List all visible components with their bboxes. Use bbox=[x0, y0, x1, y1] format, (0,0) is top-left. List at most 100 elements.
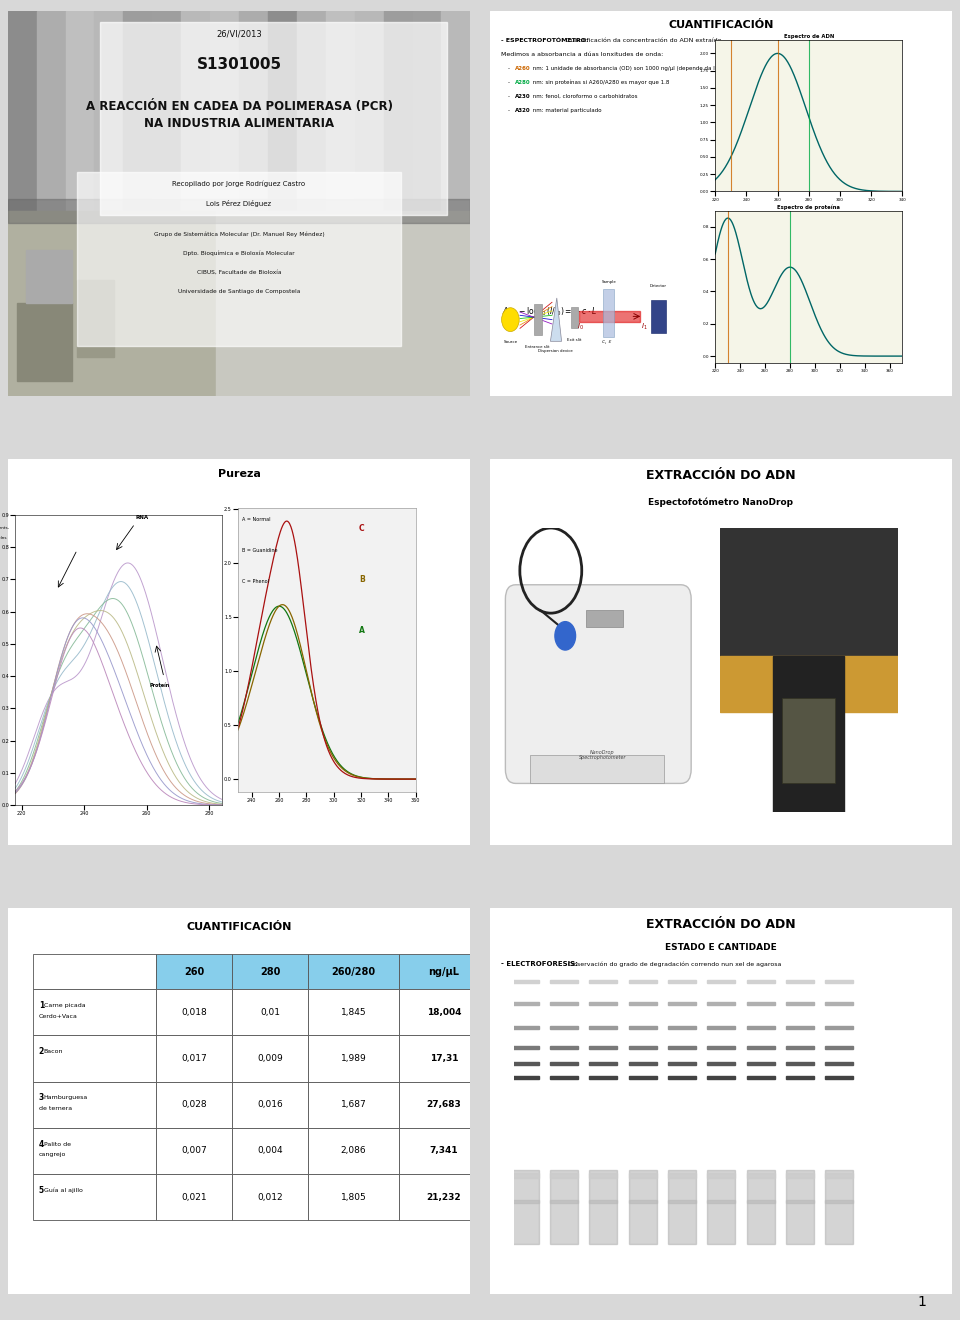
Circle shape bbox=[555, 622, 576, 649]
Text: $A = -\log_{10}(I/I_0) = \varepsilon \cdot c \cdot L$: $A = -\log_{10}(I/I_0) = \varepsilon \cd… bbox=[502, 305, 597, 318]
Bar bbox=[398, 1035, 489, 1081]
Text: Detector: Detector bbox=[650, 284, 667, 288]
Bar bbox=[297, 11, 325, 211]
Bar bbox=[511, 981, 539, 983]
Bar bbox=[153, 11, 181, 211]
Text: Universidade de Santiago de Compostela: Universidade de Santiago de Compostela bbox=[178, 289, 300, 294]
Bar bbox=[550, 1045, 578, 1048]
Text: 1: 1 bbox=[918, 1295, 926, 1309]
Bar bbox=[826, 1063, 853, 1065]
Bar bbox=[100, 22, 447, 215]
Text: Entrance slit: Entrance slit bbox=[525, 345, 550, 348]
Text: 0,021: 0,021 bbox=[181, 1193, 206, 1201]
Text: nm: 1 unidade de absorbancia (OD) son 1000 ng/µl (depende da lonxitude de paso): nm: 1 unidade de absorbancia (OD) son 10… bbox=[531, 66, 765, 71]
Bar bbox=[826, 1045, 853, 1048]
Bar bbox=[708, 1077, 735, 1080]
Bar bbox=[589, 1170, 617, 1243]
Bar bbox=[156, 1035, 232, 1081]
Text: Cerdo+Vaca: Cerdo+Vaca bbox=[38, 1014, 78, 1019]
Bar bbox=[77, 280, 114, 358]
Text: Cuantificación da concentración do ADN extraído.: Cuantificación da concentración do ADN e… bbox=[564, 37, 723, 42]
Bar bbox=[589, 1002, 617, 1005]
Bar bbox=[826, 1002, 853, 1005]
Bar bbox=[708, 1063, 735, 1065]
Bar bbox=[156, 1173, 232, 1221]
Text: Observación do grado de degradación correndo nun xel de agarosa: Observación do grado de degradación corr… bbox=[566, 961, 781, 966]
Bar bbox=[511, 1170, 539, 1243]
Text: CUANTIFICACIÓN: CUANTIFICACIÓN bbox=[186, 921, 292, 932]
Text: nm: material particulado: nm: material particulado bbox=[531, 108, 602, 112]
Bar bbox=[354, 11, 384, 211]
Bar bbox=[156, 954, 232, 989]
Text: 5: 5 bbox=[38, 1185, 44, 1195]
Text: 1,805: 1,805 bbox=[341, 1193, 367, 1201]
Text: 0,018: 0,018 bbox=[181, 1007, 206, 1016]
Bar bbox=[8, 211, 216, 396]
Bar bbox=[589, 1173, 617, 1179]
Bar bbox=[786, 1200, 814, 1203]
Bar bbox=[589, 1063, 617, 1065]
Text: cangrejo: cangrejo bbox=[38, 1152, 66, 1158]
Bar bbox=[826, 1200, 853, 1203]
Bar bbox=[629, 1173, 657, 1179]
Bar bbox=[826, 1026, 853, 1028]
Text: Dpto. Bioquímica e Bioloxía Molecular: Dpto. Bioquímica e Bioloxía Molecular bbox=[183, 251, 295, 256]
Bar bbox=[232, 1035, 308, 1081]
Text: 2: 2 bbox=[38, 1047, 44, 1056]
Bar bbox=[747, 1026, 775, 1028]
Bar bbox=[668, 1077, 696, 1080]
Bar bbox=[308, 1127, 398, 1173]
Bar bbox=[708, 1002, 735, 1005]
Bar bbox=[629, 1026, 657, 1028]
Bar bbox=[747, 1045, 775, 1048]
Bar bbox=[308, 1173, 398, 1221]
Bar bbox=[550, 1026, 578, 1028]
Bar bbox=[589, 1200, 617, 1203]
Text: 0,028: 0,028 bbox=[181, 1101, 206, 1109]
Text: -: - bbox=[508, 94, 512, 99]
Bar bbox=[511, 1045, 539, 1048]
Text: EXTRACCIÓN DO ADN: EXTRACCIÓN DO ADN bbox=[646, 469, 796, 482]
Bar bbox=[629, 1077, 657, 1080]
Bar bbox=[34, 954, 156, 989]
Text: Grupo de Sistemática Molecular (Dr. Manuel Rey Méndez): Grupo de Sistemática Molecular (Dr. Manu… bbox=[154, 231, 324, 236]
Text: ESTADO E CANTIDADE: ESTADO E CANTIDADE bbox=[665, 942, 777, 952]
Text: ng/µL: ng/µL bbox=[428, 966, 459, 977]
Text: Dispersion device: Dispersion device bbox=[538, 350, 572, 354]
Bar bbox=[826, 1170, 853, 1243]
Bar bbox=[94, 11, 123, 211]
Bar bbox=[308, 1035, 398, 1081]
Bar bbox=[550, 1200, 578, 1203]
Text: Guía al ajillo: Guía al ajillo bbox=[44, 1188, 83, 1193]
Bar bbox=[232, 1173, 308, 1221]
Bar bbox=[398, 954, 489, 989]
Bar bbox=[668, 1063, 696, 1065]
Text: 1,845: 1,845 bbox=[341, 1007, 367, 1016]
Text: 280: 280 bbox=[260, 966, 280, 977]
Bar bbox=[398, 989, 489, 1035]
Bar bbox=[511, 1002, 539, 1005]
Bar bbox=[308, 954, 398, 989]
FancyBboxPatch shape bbox=[505, 585, 691, 784]
Bar bbox=[550, 981, 578, 983]
Bar bbox=[782, 698, 835, 784]
Text: 18,004: 18,004 bbox=[426, 1007, 461, 1016]
Text: RNA: RNA bbox=[135, 515, 148, 520]
Bar bbox=[550, 1077, 578, 1080]
Text: 21,232: 21,232 bbox=[426, 1193, 461, 1201]
Bar bbox=[629, 1063, 657, 1065]
Bar bbox=[550, 1063, 578, 1065]
Bar bbox=[668, 1002, 696, 1005]
Bar bbox=[550, 1170, 578, 1243]
Bar bbox=[747, 1063, 775, 1065]
Bar bbox=[26, 249, 72, 304]
Bar bbox=[603, 289, 614, 337]
Text: CUANTIFICACIÓN: CUANTIFICACIÓN bbox=[668, 20, 774, 30]
Text: A REACCIÓN EN CADEA DA POLIMERASA (PCR)
NA INDUSTRIA ALIMENTARIA: A REACCIÓN EN CADEA DA POLIMERASA (PCR) … bbox=[85, 99, 393, 129]
Text: S1301005: S1301005 bbox=[197, 57, 281, 73]
Bar bbox=[651, 300, 665, 333]
Bar bbox=[708, 1170, 735, 1243]
Polygon shape bbox=[550, 298, 562, 342]
Text: 260/280: 260/280 bbox=[331, 966, 375, 977]
Bar bbox=[34, 1173, 156, 1221]
